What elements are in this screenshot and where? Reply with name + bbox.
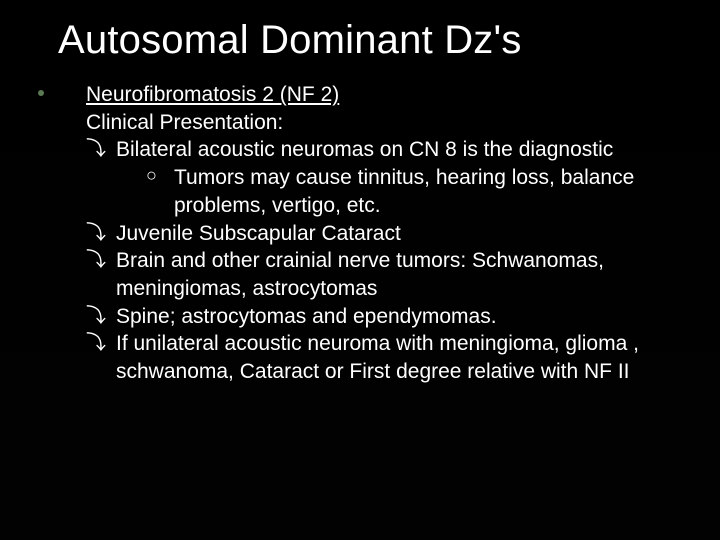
arrow-icon: ⤵ [86, 303, 106, 329]
list-item: ○ Tumors may cause tinnitus, hearing los… [146, 164, 680, 219]
list-item: ⤵ Brain and other crainial nerve tumors:… [86, 247, 680, 302]
circle-icon: ○ [146, 164, 157, 188]
subitem-text: Tumors may cause tinnitus, hearing loss,… [174, 166, 634, 217]
list-item: ⤵ Spine; astrocytomas and ependymomas. [86, 303, 680, 331]
bullet-icon [38, 90, 44, 96]
item-text: Brain and other crainial nerve tumors: S… [116, 249, 604, 300]
list-item: Neurofibromatosis 2 (NF 2) Clinical Pres… [58, 81, 680, 386]
slide-content: Neurofibromatosis 2 (NF 2) Clinical Pres… [58, 81, 680, 386]
item-text: Spine; astrocytomas and ependymomas. [116, 305, 497, 328]
heading-underline: Neurofibromatosis 2 (NF 2) [86, 81, 680, 109]
item-text: Juvenile Subscapular Cataract [116, 222, 401, 245]
arrow-icon: ⤵ [86, 247, 106, 273]
arrow-icon: ⤵ [86, 136, 106, 162]
list-item: ⤵ Bilateral acoustic neuromas on CN 8 is… [86, 136, 680, 219]
item-text: If unilateral acoustic neuroma with meni… [116, 332, 639, 383]
arrow-icon: ⤵ [86, 330, 106, 356]
slide-title: Autosomal Dominant Dz's [58, 18, 680, 63]
slide: Autosomal Dominant Dz's Neurofibromatosi… [0, 0, 720, 540]
subhead: Clinical Presentation: [86, 109, 680, 137]
arrow-icon: ⤵ [86, 220, 106, 246]
list-item: ⤵ Juvenile Subscapular Cataract [86, 220, 680, 248]
list-item: ⤵ If unilateral acoustic neuroma with me… [86, 330, 680, 385]
item-text: Bilateral acoustic neuromas on CN 8 is t… [116, 138, 613, 161]
